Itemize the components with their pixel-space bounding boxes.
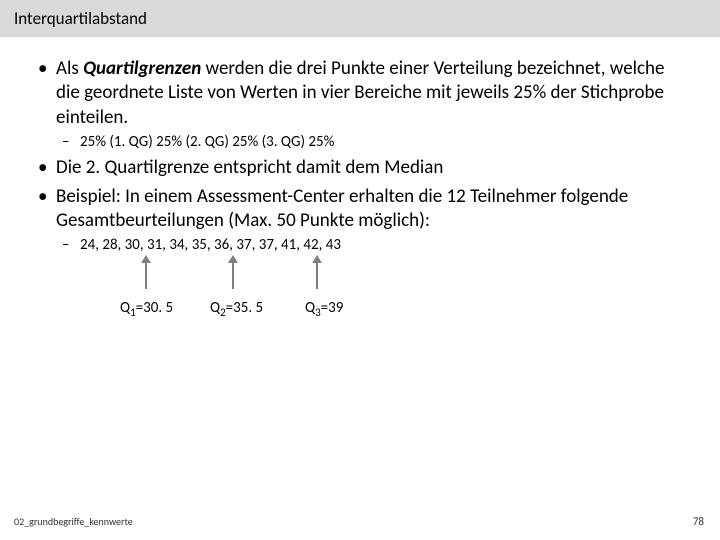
arrow-q1 [145,261,147,289]
bullet-list: Als Quartilgrenzen werden die drei Punkt… [30,57,690,255]
quartile-annotations: Q1=30. 5 Q2=35. 5 Q3=39 [30,259,690,349]
bullet-3-sub: 24, 28, 30, 31, 34, 35, 36, 37, 37, 41, … [56,235,690,255]
bullet-1-emphasis: Quartilgrenzen [83,57,201,80]
bullet-3-text: Beispiel: In einem Assessment-Center erh… [56,185,628,232]
q2-value: =35. 5 [226,299,263,317]
arrow-q2 [232,261,234,289]
slide-title-bar: Interquartilabstand [0,0,720,37]
label-q2: Q2=35. 5 [210,299,263,319]
bullet-3: Beispiel: In einem Assessment-Center erh… [30,185,690,256]
arrow-q3 [316,261,318,289]
bullet-1-pre: Als [56,57,83,80]
q1-value: =30. 5 [136,299,173,317]
slide-content: Als Quartilgrenzen werden die drei Punkt… [0,37,720,349]
q3-value: =39 [321,299,344,317]
label-q3: Q3=39 [305,299,343,319]
slide-title: Interquartilabstand [14,8,147,29]
bullet-1-sub: 25% (1. QG) 25% (2. QG) 25% (3. QG) 25% [56,132,690,152]
bullet-1: Als Quartilgrenzen werden die drei Punkt… [30,57,690,152]
footer-left: 02_grundbegriffe_kennwerte [14,515,133,528]
bullet-3-sublist: 24, 28, 30, 31, 34, 35, 36, 37, 37, 41, … [56,235,690,255]
label-q1: Q1=30. 5 [120,299,173,319]
bullet-2: Die 2. Quartilgrenze entspricht damit de… [30,156,690,180]
page-number: 78 [693,515,704,528]
bullet-1-sublist: 25% (1. QG) 25% (2. QG) 25% (3. QG) 25% [56,132,690,152]
